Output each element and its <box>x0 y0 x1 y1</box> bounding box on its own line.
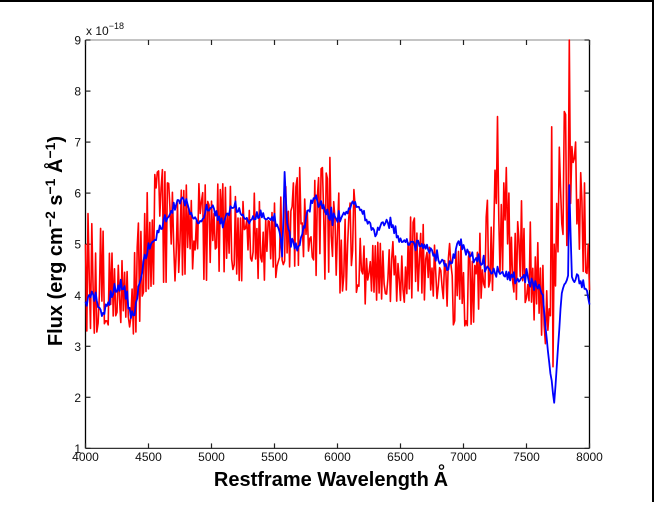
svg-text:4000: 4000 <box>72 450 99 464</box>
svg-text:6: 6 <box>74 187 81 201</box>
svg-text:7000: 7000 <box>450 450 477 464</box>
svg-text:8000: 8000 <box>576 450 603 464</box>
svg-text:Restframe Wavelength A: Restframe Wavelength A <box>214 469 448 491</box>
svg-text:7: 7 <box>74 136 81 150</box>
svg-text:6000: 6000 <box>324 450 351 464</box>
svg-text:2: 2 <box>74 391 81 405</box>
svg-text:3: 3 <box>74 340 81 354</box>
svg-text:4: 4 <box>74 289 81 303</box>
svg-text:9: 9 <box>74 34 81 48</box>
svg-text:7500: 7500 <box>513 450 540 464</box>
svg-text:6500: 6500 <box>387 450 414 464</box>
svg-text:1: 1 <box>74 442 81 456</box>
svg-text:5500: 5500 <box>261 450 288 464</box>
svg-text:5: 5 <box>74 238 81 252</box>
svg-text:8: 8 <box>74 85 81 99</box>
svg-text:5000: 5000 <box>198 450 225 464</box>
svg-text:4500: 4500 <box>135 450 162 464</box>
svg-text:Flux (erg cm−2 s−1 Å−1): Flux (erg cm−2 s−1 Å−1) <box>42 136 67 346</box>
